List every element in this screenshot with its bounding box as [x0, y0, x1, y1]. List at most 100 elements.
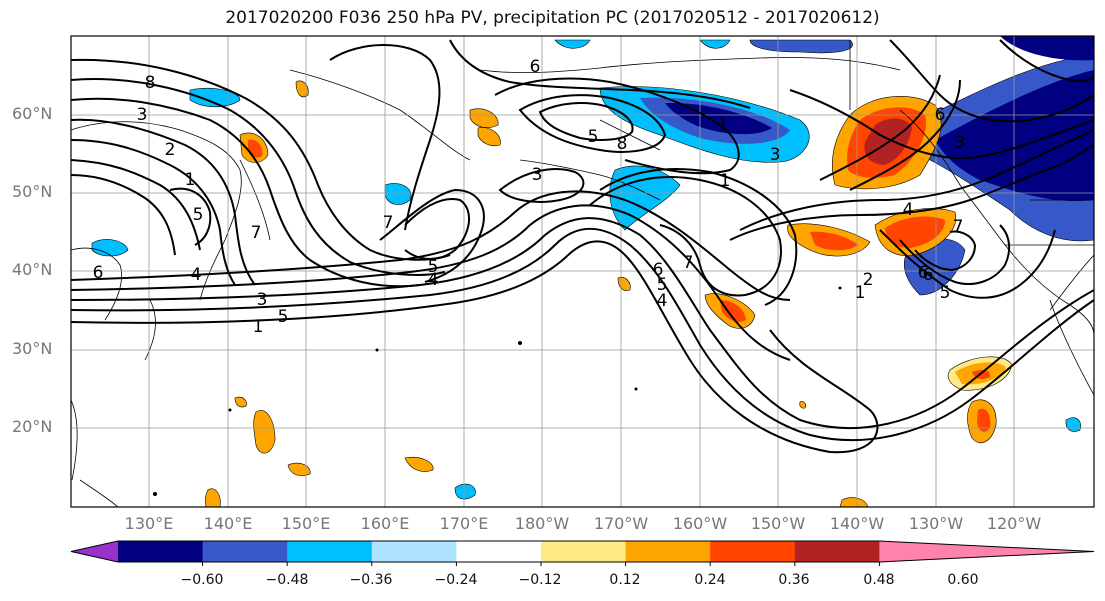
- contour-value-label: 1: [855, 283, 866, 303]
- positive-anomaly-region: [469, 108, 499, 128]
- contour-value-label: 1: [185, 170, 196, 190]
- positive-anomaly-region: [205, 488, 221, 507]
- longitude-label: 120°W: [986, 514, 1042, 533]
- colorbar-tick-label: −0.36: [349, 572, 393, 588]
- contour-value-label: 6: [93, 263, 104, 283]
- negative-anomaly-core-dark: [665, 102, 772, 135]
- contour-value-label: 4: [657, 291, 668, 311]
- positive-anomaly-region: [287, 462, 311, 476]
- latitude-label: 60°N: [12, 104, 53, 123]
- colorbar-segment: [794, 541, 880, 562]
- negative-anomaly-region: [454, 483, 476, 500]
- latitude-label: 30°N: [12, 339, 53, 358]
- map-frame: [70, 35, 1095, 508]
- colorbar-tick-label: −0.48: [265, 572, 309, 588]
- negative-anomaly-core-dark: [935, 70, 1094, 201]
- contour-value-label: 7: [251, 223, 262, 243]
- contour-value-label: 5: [657, 275, 668, 295]
- positive-anomaly-region: [477, 127, 501, 147]
- contour-value-label: 1: [718, 115, 729, 135]
- colorbar-extension-high: [879, 541, 1094, 562]
- contour-value-label: 6: [918, 263, 929, 283]
- positive-anomaly-region: [404, 457, 434, 472]
- contour-value-label: 5: [428, 257, 439, 277]
- contour-value-label: 3: [532, 165, 543, 185]
- colorbar-tick-label: −0.12: [518, 572, 562, 588]
- contour-value-label: 4: [191, 265, 202, 285]
- negative-anomaly-region: [749, 39, 853, 54]
- longitude-label: 170°E: [439, 514, 489, 533]
- contour-value-label: 7: [953, 217, 964, 237]
- longitude-label: 150°W: [750, 514, 806, 533]
- colorbar-segment: [287, 541, 373, 562]
- longitude-label: 140°E: [203, 514, 253, 533]
- negative-anomaly-region: [189, 88, 241, 108]
- colorbar-extension-low: [71, 541, 118, 562]
- colorbar-tick-label: 0.24: [694, 572, 726, 588]
- pv-contours: [71, 39, 1094, 454]
- positive-anomaly-region: [253, 410, 276, 454]
- islands: [153, 286, 842, 496]
- negative-anomaly-region: [554, 39, 591, 49]
- colorbar-tick-label: 0.60: [947, 572, 979, 588]
- colorbar-tick-label: 0.36: [778, 572, 810, 588]
- contour-value-label: 3: [770, 145, 781, 165]
- longitude-label: 150°E: [281, 514, 331, 533]
- contour-value-label: 3: [955, 133, 966, 153]
- contour-value-label: 6: [935, 105, 946, 125]
- positive-anomaly-region: [234, 396, 247, 408]
- colorbar-segment: [541, 541, 627, 562]
- longitude-label: 130°W: [908, 514, 964, 533]
- contour-value-label: 3: [137, 105, 148, 125]
- colorbar-tick-label: −0.60: [180, 572, 224, 588]
- colorbar-segment: [118, 541, 204, 562]
- map-title: 2017020200 F036 250 hPa PV, precipitatio…: [225, 8, 880, 28]
- longitude-label: 170°W: [593, 514, 649, 533]
- contour-value-label: 2: [165, 140, 176, 160]
- positive-anomaly-region: [799, 401, 806, 409]
- colorbar-tick-label: 0.48: [863, 572, 895, 588]
- positive-anomaly-core: [720, 300, 746, 323]
- contour-value-label: 5: [193, 205, 204, 225]
- longitude-label: 160°E: [360, 514, 410, 533]
- latitude-label: 50°N: [12, 182, 53, 201]
- longitude-label: 140°W: [829, 514, 885, 533]
- contour-value-label: 8: [145, 73, 156, 93]
- negative-anomaly-region: [699, 39, 731, 49]
- contour-value-label: 3: [257, 290, 268, 310]
- negative-anomaly-region: [1000, 36, 1094, 61]
- contour-value-label: 5: [278, 307, 289, 327]
- colorbar-segment: [202, 541, 288, 562]
- contour-value-label: 5: [940, 283, 951, 303]
- colorbar: [70, 540, 1095, 566]
- negative-anomaly-region: [91, 239, 129, 257]
- colorbar-segment: [710, 541, 796, 562]
- positive-anomaly-region: [295, 80, 309, 98]
- colorbar-segment: [625, 541, 711, 562]
- contour-value-label: 1: [720, 171, 731, 191]
- negative-anomaly-region: [384, 183, 412, 205]
- contour-value-label: 6: [530, 57, 541, 77]
- longitude-label: 160°W: [672, 514, 728, 533]
- latitude-label: 20°N: [12, 417, 53, 436]
- colorbar-segment: [456, 541, 542, 562]
- positive-anomaly-region: [839, 497, 869, 507]
- positive-anomaly-core: [977, 408, 991, 432]
- colorbar-tick-label: −0.24: [434, 572, 478, 588]
- contour-value-label: 2: [863, 270, 874, 290]
- latitude-label: 40°N: [12, 260, 53, 279]
- contour-value-label: 4: [903, 200, 914, 220]
- contour-value-label: 5: [588, 127, 599, 147]
- contour-value-label: 7: [683, 253, 694, 273]
- contour-value-label: 4: [428, 270, 439, 290]
- contour-value-label: 8: [617, 134, 628, 154]
- positive-anomaly-core: [810, 231, 858, 251]
- colorbar-tick-label: 0.12: [609, 572, 641, 588]
- contour-value-label: 6: [653, 260, 664, 280]
- longitude-label: 180°W: [514, 514, 570, 533]
- colorbar-segment: [371, 541, 457, 562]
- contour-value-label: 1: [253, 317, 264, 337]
- contour-value-label: 7: [383, 213, 394, 233]
